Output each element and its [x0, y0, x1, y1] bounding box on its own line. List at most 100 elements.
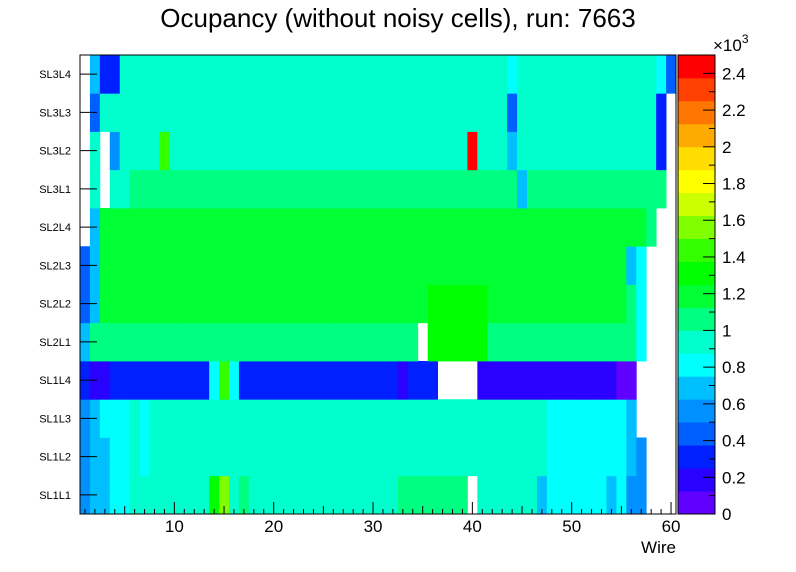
heatmap-cell: [179, 361, 190, 400]
heatmap-cell: [507, 284, 518, 324]
heatmap-cell: [586, 399, 597, 438]
heatmap-cell: [457, 246, 468, 285]
heatmap-cell: [119, 361, 131, 400]
heatmap-cell: [576, 208, 587, 247]
heatmap-cell: [626, 475, 637, 515]
heatmap-cell: [576, 93, 587, 132]
colorbar-segment: [678, 284, 715, 308]
heatmap-cell: [656, 169, 667, 209]
heatmap-cell: [596, 55, 607, 94]
heatmap-cell: [497, 437, 508, 477]
heatmap-cell: [159, 361, 170, 400]
heatmap-cell: [566, 169, 578, 209]
heatmap-cell: [219, 55, 230, 94]
heatmap-cell: [209, 437, 220, 477]
heatmap-cell: [179, 93, 190, 132]
heatmap-cell: [278, 437, 289, 477]
heatmap-cell: [129, 284, 140, 324]
heatmap-cell: [576, 322, 587, 362]
heatmap-cell: [258, 131, 270, 171]
heatmap-cell: [119, 93, 131, 132]
heatmap-cell: [248, 93, 260, 132]
heatmap-cell: [119, 208, 131, 247]
heatmap-cell: [566, 361, 578, 400]
heatmap-cell: [278, 208, 289, 247]
heatmap-cell: [229, 361, 240, 400]
heatmap-cell: [129, 55, 140, 94]
heatmap-cell: [308, 169, 319, 209]
heatmap-cell: [646, 131, 657, 171]
heatmap-cell: [626, 437, 637, 477]
heatmap-cell: [387, 55, 399, 94]
colorbar-tick-label: 0.8: [722, 358, 746, 377]
heatmap-cell: [248, 475, 260, 515]
heatmap-cell: [477, 475, 488, 515]
heatmap-cell: [318, 284, 329, 324]
heatmap-cell: [556, 437, 568, 477]
colorbar-segment: [678, 261, 715, 285]
heatmap-cell: [606, 399, 617, 438]
heatmap-cell: [477, 55, 488, 94]
heatmap-cell: [278, 131, 289, 171]
heatmap-cell: [527, 284, 538, 324]
colorbar-tick-label: 0.2: [722, 468, 746, 487]
heatmap-cell: [368, 437, 379, 477]
heatmap-cell: [288, 437, 299, 477]
heatmap-cell: [248, 55, 260, 94]
heatmap-cell: [378, 93, 389, 132]
heatmap-cell: [338, 399, 349, 438]
heatmap-cell: [517, 246, 528, 285]
heatmap-cell: [487, 322, 498, 362]
y-tick-label: SL2L1: [39, 337, 71, 349]
heatmap-cell: [209, 208, 220, 247]
heatmap-cell: [556, 246, 568, 285]
heatmap-cell: [586, 284, 597, 324]
heatmap-cell: [546, 361, 558, 400]
heatmap-cell: [636, 284, 647, 324]
heatmap-cell: [497, 284, 508, 324]
heatmap-cell: [268, 131, 280, 171]
heatmap-cell: [99, 284, 111, 324]
heatmap-cell: [99, 322, 111, 362]
heatmap-cell: [268, 399, 280, 438]
heatmap-cell: [348, 475, 359, 515]
heatmap-cell: [209, 131, 220, 171]
heatmap-cell: [258, 246, 270, 285]
heatmap-cell: [209, 399, 220, 438]
heatmap-cell: [109, 131, 121, 171]
heatmap-cell: [278, 399, 289, 438]
heatmap-cell: [308, 93, 319, 132]
heatmap-cells: [80, 55, 677, 515]
heatmap-cell: [556, 475, 568, 515]
heatmap-cell: [238, 93, 250, 132]
heatmap-cell: [348, 208, 359, 247]
heatmap-cell: [447, 437, 458, 477]
heatmap-cell: [566, 208, 578, 247]
heatmap-cell: [229, 475, 240, 515]
heatmap-cell: [238, 284, 250, 324]
heatmap-cell: [149, 55, 160, 94]
heatmap-cell: [596, 437, 607, 477]
heatmap-cell: [536, 399, 548, 438]
heatmap-cell: [119, 322, 131, 362]
heatmap-cell: [209, 284, 220, 324]
heatmap-cell: [586, 55, 597, 94]
heatmap-cell: [229, 93, 240, 132]
heatmap-cell: [536, 93, 548, 132]
heatmap-cell: [437, 475, 448, 515]
heatmap-cell: [387, 208, 399, 247]
heatmap-cell: [189, 322, 200, 362]
heatmap-cell: [546, 437, 558, 477]
heatmap-cell: [318, 55, 329, 94]
heatmap-cell: [507, 169, 518, 209]
heatmap-cell: [298, 361, 309, 400]
heatmap-cell: [229, 399, 240, 438]
heatmap-cell: [626, 93, 637, 132]
heatmap-cell: [447, 169, 458, 209]
heatmap-cell: [238, 322, 250, 362]
heatmap-cell: [536, 246, 548, 285]
heatmap-cell: [368, 475, 379, 515]
colorbar-tick-label: 2.4: [722, 64, 746, 83]
heatmap-cell: [288, 208, 299, 247]
heatmap-cell: [497, 399, 508, 438]
